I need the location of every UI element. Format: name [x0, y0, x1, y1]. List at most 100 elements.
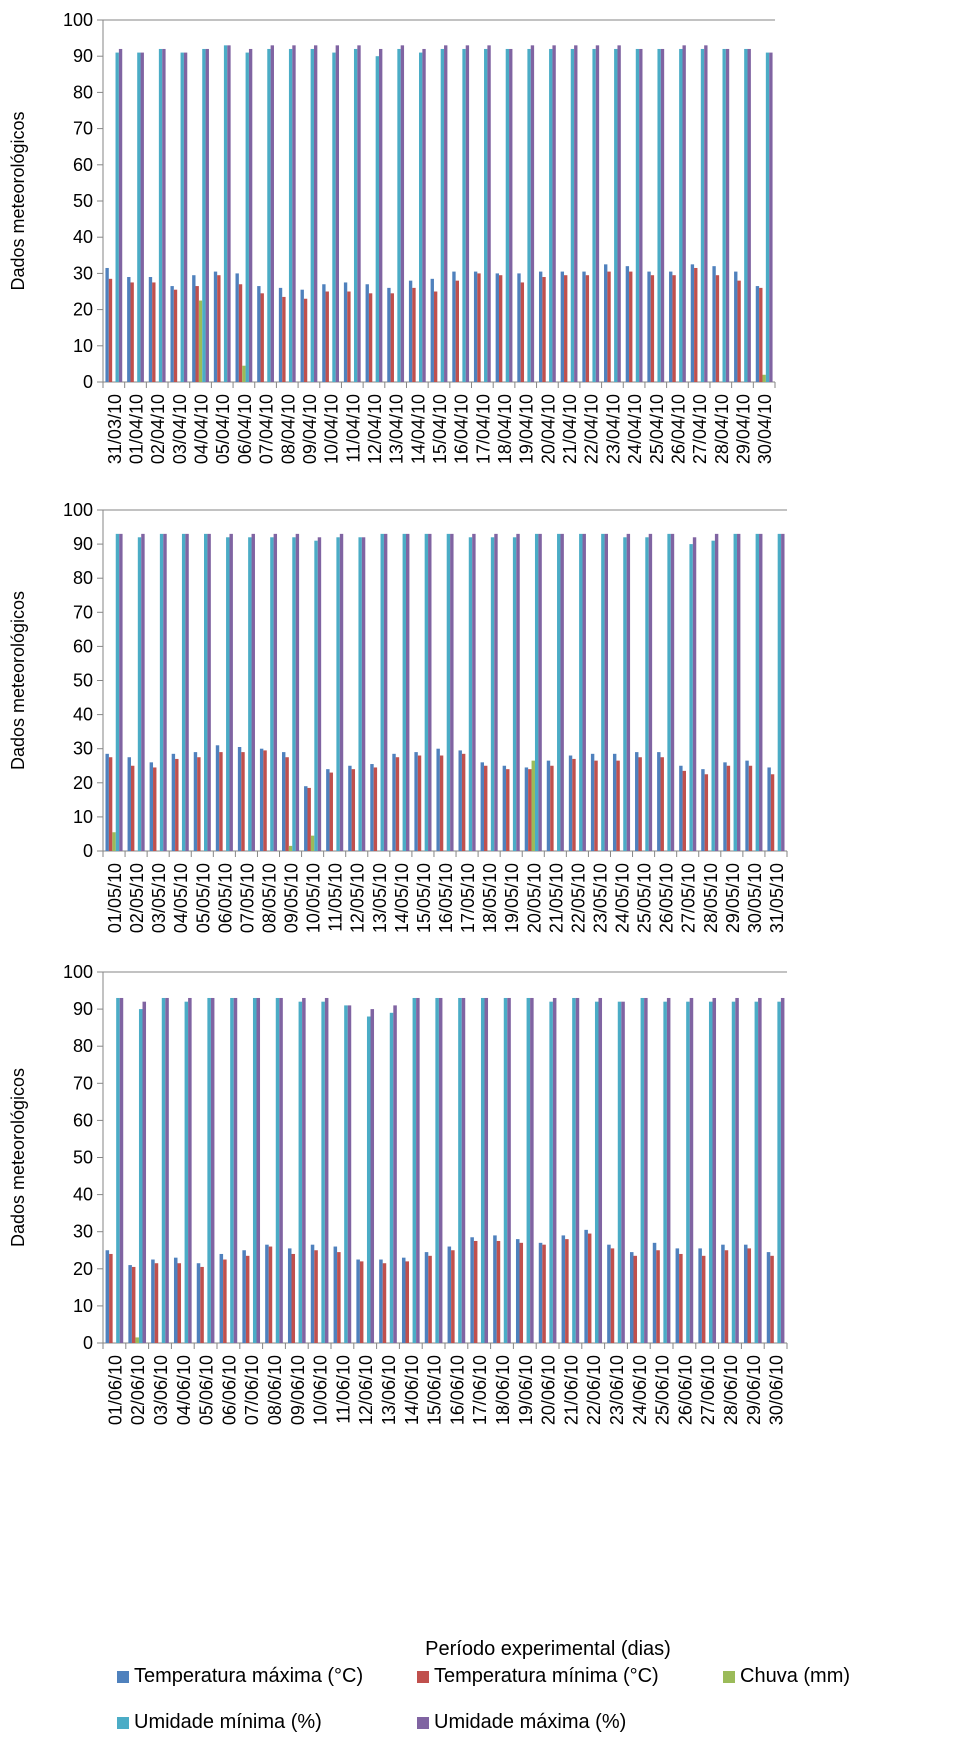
bar-5-09/06/10 — [302, 997, 306, 1343]
bar-5-06/06/10 — [233, 997, 238, 1343]
x-tick-label: 08/04/10 — [278, 394, 298, 464]
bar-4-22/06/10 — [594, 1001, 599, 1343]
bar-1-04/06/10 — [173, 1257, 178, 1343]
bar-5-21/04/10 — [574, 45, 578, 383]
bar-3-20/05/10 — [531, 760, 535, 851]
bar-1-02/06/10 — [128, 1265, 132, 1343]
legend: Temperatura máxima (°C) Temperatura mínim… — [117, 1665, 850, 1733]
y-tick-label: 60 — [73, 636, 93, 656]
bar-2-27/04/10 — [694, 267, 698, 382]
bar-4-25/05/10 — [645, 537, 649, 851]
x-tick-label: 30/04/10 — [755, 394, 775, 464]
bar-2-19/05/10 — [506, 769, 510, 851]
bar-5-25/05/10 — [648, 533, 653, 851]
bar-5-05/06/10 — [210, 997, 215, 1343]
bar-1-22/05/10 — [568, 755, 573, 851]
bar-4-13/06/10 — [389, 1012, 394, 1343]
bar-2-03/06/10 — [154, 1263, 159, 1343]
bar-5-27/06/10 — [712, 997, 717, 1343]
bar-2-04/04/10 — [195, 286, 199, 382]
bar-5-31/03/10 — [118, 48, 123, 383]
bar-2-13/06/10 — [382, 1263, 387, 1343]
bar-2-12/05/10 — [351, 769, 356, 851]
bar-1-05/04/10 — [213, 271, 218, 382]
x-tick-label: 27/04/10 — [690, 394, 710, 464]
bar-1-07/05/10 — [237, 747, 242, 851]
x-tick-label: 14/04/10 — [408, 394, 428, 464]
bar-5-09/04/10 — [313, 45, 318, 383]
x-tick-label: 04/05/10 — [171, 863, 191, 933]
bar-4-22/05/10 — [579, 533, 583, 851]
y-tick-label: 90 — [73, 534, 93, 554]
bar-2-20/06/10 — [542, 1244, 546, 1343]
bar-4-25/04/10 — [657, 48, 661, 383]
x-tick-label: 02/05/10 — [127, 863, 147, 933]
bar-4-01/05/10 — [115, 533, 120, 851]
bar-1-16/06/10 — [447, 1246, 452, 1343]
bar-4-20/05/10 — [534, 533, 539, 851]
bar-2-30/05/10 — [748, 765, 753, 851]
x-tick-label: 05/04/10 — [213, 394, 233, 464]
bar-2-26/04/10 — [672, 275, 676, 382]
x-tick-label: 14/05/10 — [392, 863, 412, 933]
bar-5-17/06/10 — [484, 997, 489, 1343]
bar-2-04/05/10 — [175, 758, 179, 851]
bar-3-04/04/10 — [198, 300, 203, 382]
bar-1-27/04/10 — [690, 264, 695, 382]
x-tick-label: 23/04/10 — [603, 394, 623, 464]
bar-4-06/06/10 — [230, 997, 234, 1343]
bar-4-26/05/10 — [667, 533, 671, 851]
bar-2-06/05/10 — [219, 752, 223, 851]
bar-5-16/04/10 — [465, 45, 470, 383]
bar-1-04/04/10 — [192, 275, 196, 382]
bar-1-24/04/10 — [625, 266, 630, 382]
x-tick-label: 20/04/10 — [538, 394, 558, 464]
bar-2-13/05/10 — [373, 767, 378, 851]
bar-5-14/04/10 — [422, 48, 426, 383]
y-axis-label: Dados meteorológicos — [8, 111, 28, 290]
x-tick-label: 03/05/10 — [149, 863, 169, 933]
bar-5-07/05/10 — [251, 533, 255, 851]
bar-4-16/05/10 — [446, 533, 451, 851]
x-tick-label: 21/05/10 — [546, 863, 566, 933]
x-tick-label: 28/06/10 — [721, 1355, 741, 1425]
bar-5-19/04/10 — [530, 45, 535, 383]
bar-1-26/06/10 — [675, 1248, 680, 1343]
x-tick-label: 04/06/10 — [174, 1355, 194, 1425]
bar-4-01/04/10 — [137, 52, 141, 382]
y-tick-label: 0 — [83, 841, 93, 861]
bar-1-02/04/10 — [148, 277, 153, 382]
bar-1-08/05/10 — [259, 748, 264, 851]
bar-2-03/05/10 — [153, 767, 157, 851]
bar-1-16/04/10 — [452, 271, 456, 382]
bar-4-04/06/10 — [184, 1001, 189, 1343]
bar-5-14/05/10 — [406, 533, 410, 851]
bar-5-08/05/10 — [273, 533, 278, 851]
bar-4-12/06/10 — [366, 1016, 371, 1343]
bar-4-18/05/10 — [490, 537, 495, 851]
x-tick-label: 12/05/10 — [348, 863, 368, 933]
bar-4-31/03/10 — [115, 52, 119, 382]
bar-2-11/05/10 — [329, 772, 333, 851]
bar-2-22/04/10 — [585, 275, 590, 382]
bar-2-08/04/10 — [282, 296, 286, 382]
bar-2-20/05/10 — [528, 769, 532, 851]
y-tick-label: 30 — [73, 1222, 93, 1242]
bar-2-28/06/10 — [724, 1250, 729, 1343]
bar-2-16/05/10 — [439, 755, 444, 851]
x-tick-label: 22/05/10 — [568, 863, 588, 933]
bar-1-26/05/10 — [657, 752, 661, 851]
y-tick-label: 100 — [63, 962, 93, 982]
y-tick-label: 10 — [73, 336, 93, 356]
bar-2-25/05/10 — [638, 757, 642, 851]
bar-1-09/05/10 — [282, 752, 286, 851]
bar-1-15/05/10 — [414, 752, 418, 851]
bar-2-20/04/10 — [542, 277, 546, 382]
bar-5-08/06/10 — [279, 997, 283, 1343]
bar-5-17/04/10 — [487, 45, 491, 383]
bar-1-17/05/10 — [458, 750, 462, 851]
x-tick-label: 26/06/10 — [675, 1355, 695, 1425]
bar-5-22/05/10 — [582, 533, 586, 851]
bar-4-17/06/10 — [480, 997, 485, 1343]
bar-2-15/04/10 — [433, 291, 438, 382]
